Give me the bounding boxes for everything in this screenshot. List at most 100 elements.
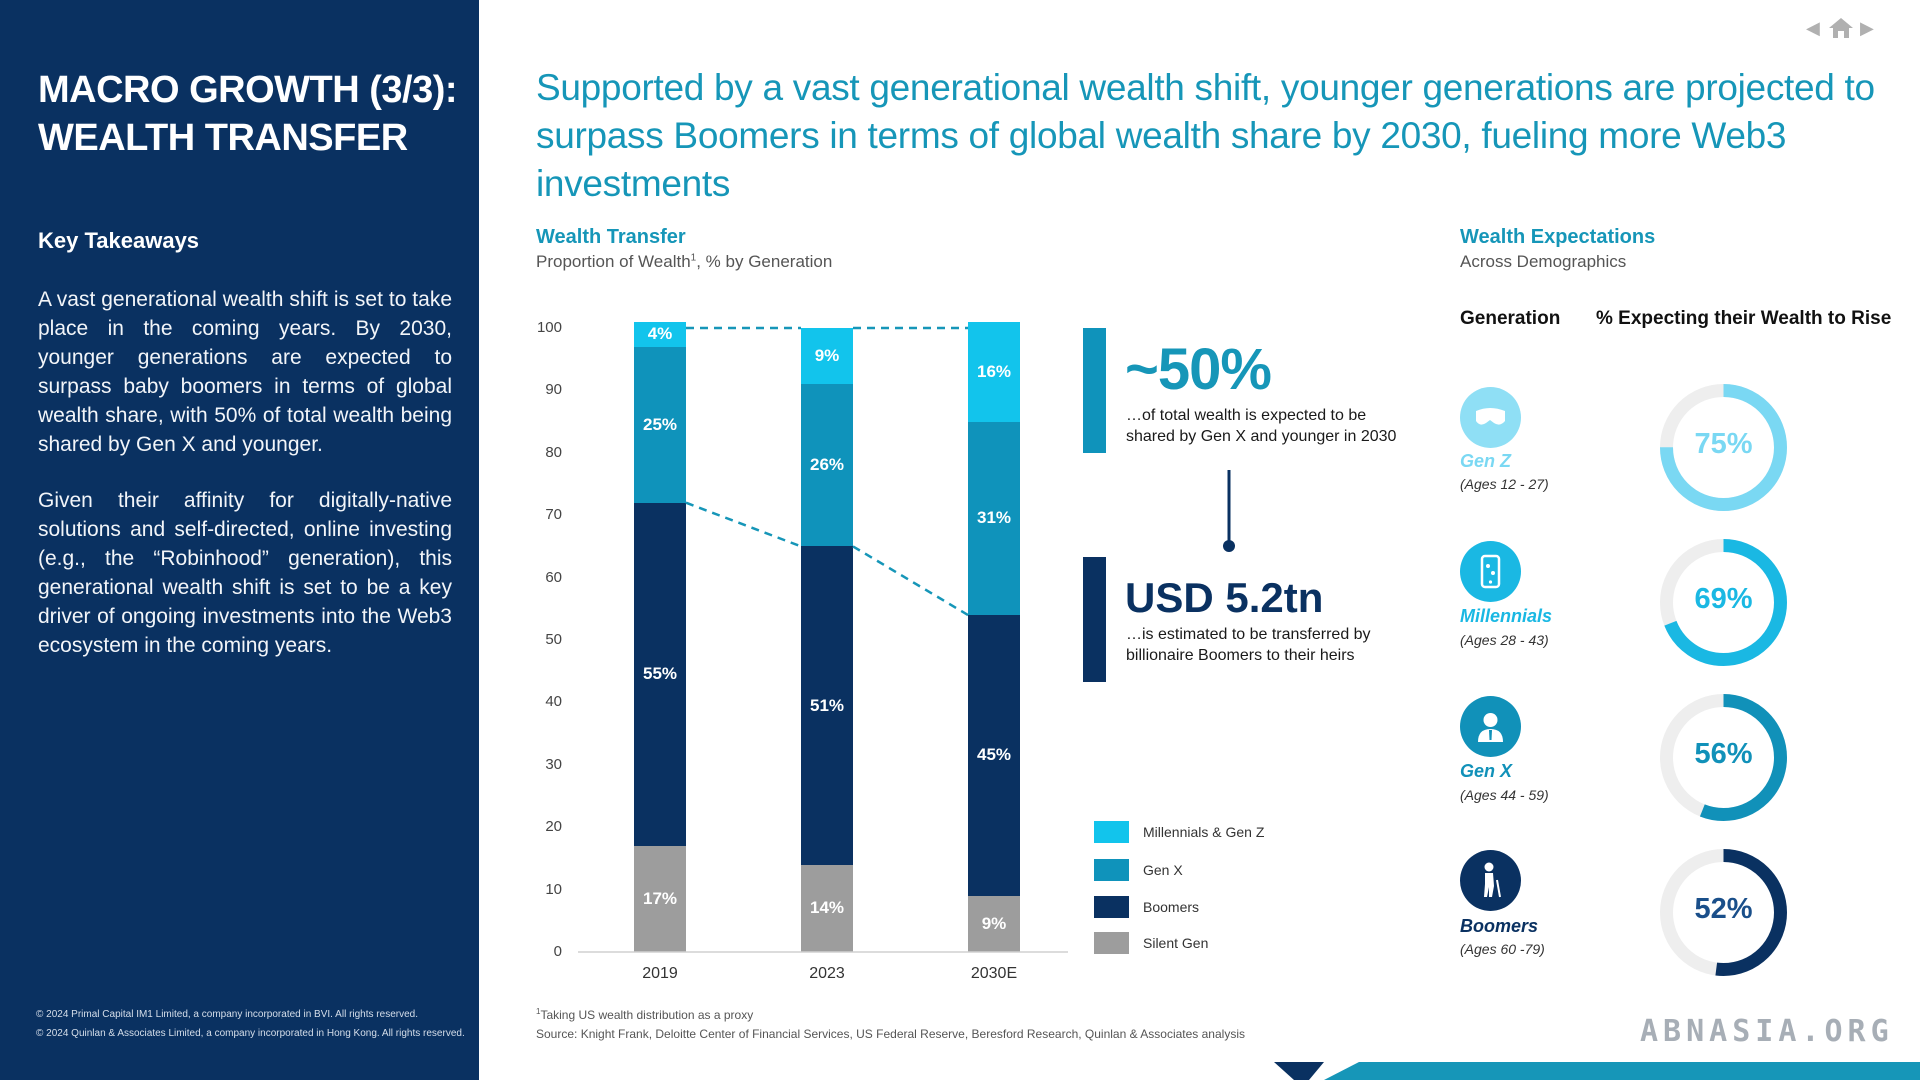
bar-segment-silent-gen [634, 845, 686, 952]
page-title-line2: WEALTH TRANSFER [38, 117, 408, 159]
donut-arc [1660, 384, 1787, 511]
legend-label: Gen X [1143, 862, 1183, 878]
bar-segment-gen-x [968, 421, 1020, 616]
footnote-1: 1Taking US wealth distribution as a prox… [536, 1007, 753, 1022]
bar-data-label: 26% [809, 455, 845, 475]
bar-segment-millennials-gen-z [801, 328, 853, 385]
callout-text-2-line1: …is estimated to be transferred by [1126, 626, 1371, 643]
boomers-connector-line [685, 501, 802, 548]
y-tick-label: 10 [545, 880, 562, 898]
bar-data-label: 51% [809, 695, 845, 715]
column-header-generation: Generation [1460, 308, 1561, 329]
gen-name-millennials: Millennials [1460, 606, 1553, 626]
y-tick-label: 100 [536, 319, 562, 336]
subtitle-footnote-mark: 1 [690, 252, 697, 264]
y-tick-label: 60 [545, 568, 562, 586]
takeaway-paragraph-1: A vast generational wealth shift is set … [38, 288, 452, 456]
callout-text-1-line2: shared by Gen X and younger in 2030 [1126, 428, 1397, 445]
gen-name-genx: Gen X [1460, 761, 1513, 781]
callout-text-1: …of total wealth is expected to be share… [1126, 405, 1396, 447]
column-header-expecting: % Expecting their Wealth to Rise [1596, 308, 1892, 329]
y-tick-label: 40 [545, 693, 562, 711]
businessperson-icon [1460, 696, 1521, 757]
callout-accent-bar-2 [1083, 557, 1106, 682]
boomers-connector-line [852, 545, 969, 617]
bar-data-label: 9% [814, 346, 840, 366]
donut-value-genz: 75% [1694, 428, 1753, 460]
donut-arc [1660, 694, 1787, 821]
bar-segment-silent-gen [968, 895, 1020, 952]
copyright-primal: © 2024 Primal Capital IM1 Limited, a com… [36, 1009, 418, 1020]
bar-data-label: 16% [976, 361, 1012, 381]
gen-age-millennials: (Ages 28 - 43) [1460, 632, 1549, 648]
callout-value-usd: USD 5.2tn [1125, 574, 1324, 621]
legend-swatch [1094, 932, 1129, 954]
home-icon[interactable] [1828, 16, 1854, 40]
x-tick-label: 2023 [809, 965, 845, 982]
takeaway-paragraph-2: Given their affinity for digitally-nativ… [38, 489, 452, 657]
donut-boomers [1656, 845, 1791, 980]
donut-arc [1660, 849, 1787, 976]
bottom-accent-stripe [479, 1062, 1920, 1080]
y-tick-label: 30 [545, 755, 562, 773]
bar-data-label: 17% [642, 888, 678, 908]
y-tick-label: 70 [545, 506, 562, 524]
donut-arc [1660, 539, 1787, 666]
donut-millennials [1656, 535, 1791, 670]
slide-headline: Supported by a vast generational wealth … [536, 67, 1875, 204]
wealth-transfer-subtitle-suffix: , % by Generation [696, 252, 833, 271]
wealth-expectations-title: Wealth Expectations [1460, 226, 1656, 248]
legend-swatch [1094, 821, 1129, 843]
smartphone-icon [1460, 541, 1521, 602]
bar-data-label: 25% [642, 414, 678, 434]
footnote-1-text: Taking US wealth distribution as a proxy [540, 1008, 754, 1022]
bar-data-label: 55% [642, 664, 678, 684]
x-tick-label: 2030E [970, 965, 1018, 982]
donut-value-genx: 56% [1694, 738, 1753, 770]
bar-segment-millennials-gen-z [634, 321, 686, 347]
donut-value-boomers: 52% [1694, 893, 1753, 925]
page-title-line1: MACRO GROWTH (3/3): [38, 69, 458, 111]
wealth-transfer-subtitle: Proportion of Wealth1, % by Generation [536, 252, 832, 272]
gen-age-genx: (Ages 44 - 59) [1460, 787, 1549, 803]
y-tick-label: 20 [545, 818, 562, 836]
bar-data-label: 14% [809, 898, 845, 918]
bar-data-label: 9% [981, 913, 1007, 933]
wealth-transfer-subtitle-text: Proportion of Wealth [536, 252, 691, 271]
callout-text-1-line1: …of total wealth is expected to be [1126, 407, 1367, 424]
y-tick-label: 90 [545, 381, 562, 399]
bar-segment-silent-gen [801, 864, 853, 952]
gen-name-genz: Gen Z [1460, 451, 1512, 471]
bar-data-label: 4% [647, 324, 673, 344]
key-takeaways-heading: Key Takeaways [38, 228, 200, 253]
gen-age-boomers: (Ages 60 -79) [1460, 941, 1545, 957]
bar-segment-gen-x [634, 346, 686, 503]
vr-headset-icon [1460, 387, 1521, 448]
y-tick-label: 50 [545, 631, 562, 648]
bar-segment-boomers [968, 615, 1020, 896]
sidebar-panel: MACRO GROWTH (3/3): WEALTH TRANSFER Key … [0, 0, 479, 1080]
donut-genx [1656, 690, 1791, 825]
source-note: Source: Knight Frank, Deloitte Center of… [536, 1027, 1245, 1041]
bar-segment-boomers [801, 546, 853, 865]
gen-age-genz: (Ages 12 - 27) [1460, 476, 1549, 492]
callout-accent-bar-1 [1083, 328, 1106, 453]
watermark-logo: ABNASIA.ORG [1640, 1014, 1894, 1049]
callout-text-2: …is estimated to be transferred by billi… [1126, 624, 1371, 666]
legend-label: Silent Gen [1143, 935, 1209, 951]
callout-value-50pct: ~50% [1125, 337, 1272, 402]
wealth-expectations-subtitle: Across Demographics [1460, 252, 1627, 271]
right-triangle-icon[interactable]: ▶ [1860, 18, 1874, 38]
left-triangle-icon[interactable]: ◀ [1806, 18, 1820, 38]
page-title: MACRO GROWTH (3/3): WEALTH TRANSFER [38, 66, 458, 162]
legend-swatch [1094, 859, 1129, 881]
elderly-person-icon [1460, 850, 1521, 911]
callout-text-2-line2: billionaire Boomers to their heirs [1126, 647, 1355, 664]
gen-name-boomers: Boomers [1460, 916, 1539, 936]
wealth-transfer-title: Wealth Transfer [536, 226, 686, 248]
donut-genz [1656, 380, 1791, 515]
x-tick-label: 2019 [642, 965, 678, 982]
legend-label: Millennials & Gen Z [1143, 824, 1265, 840]
callout-connector-arrow [1223, 470, 1235, 552]
